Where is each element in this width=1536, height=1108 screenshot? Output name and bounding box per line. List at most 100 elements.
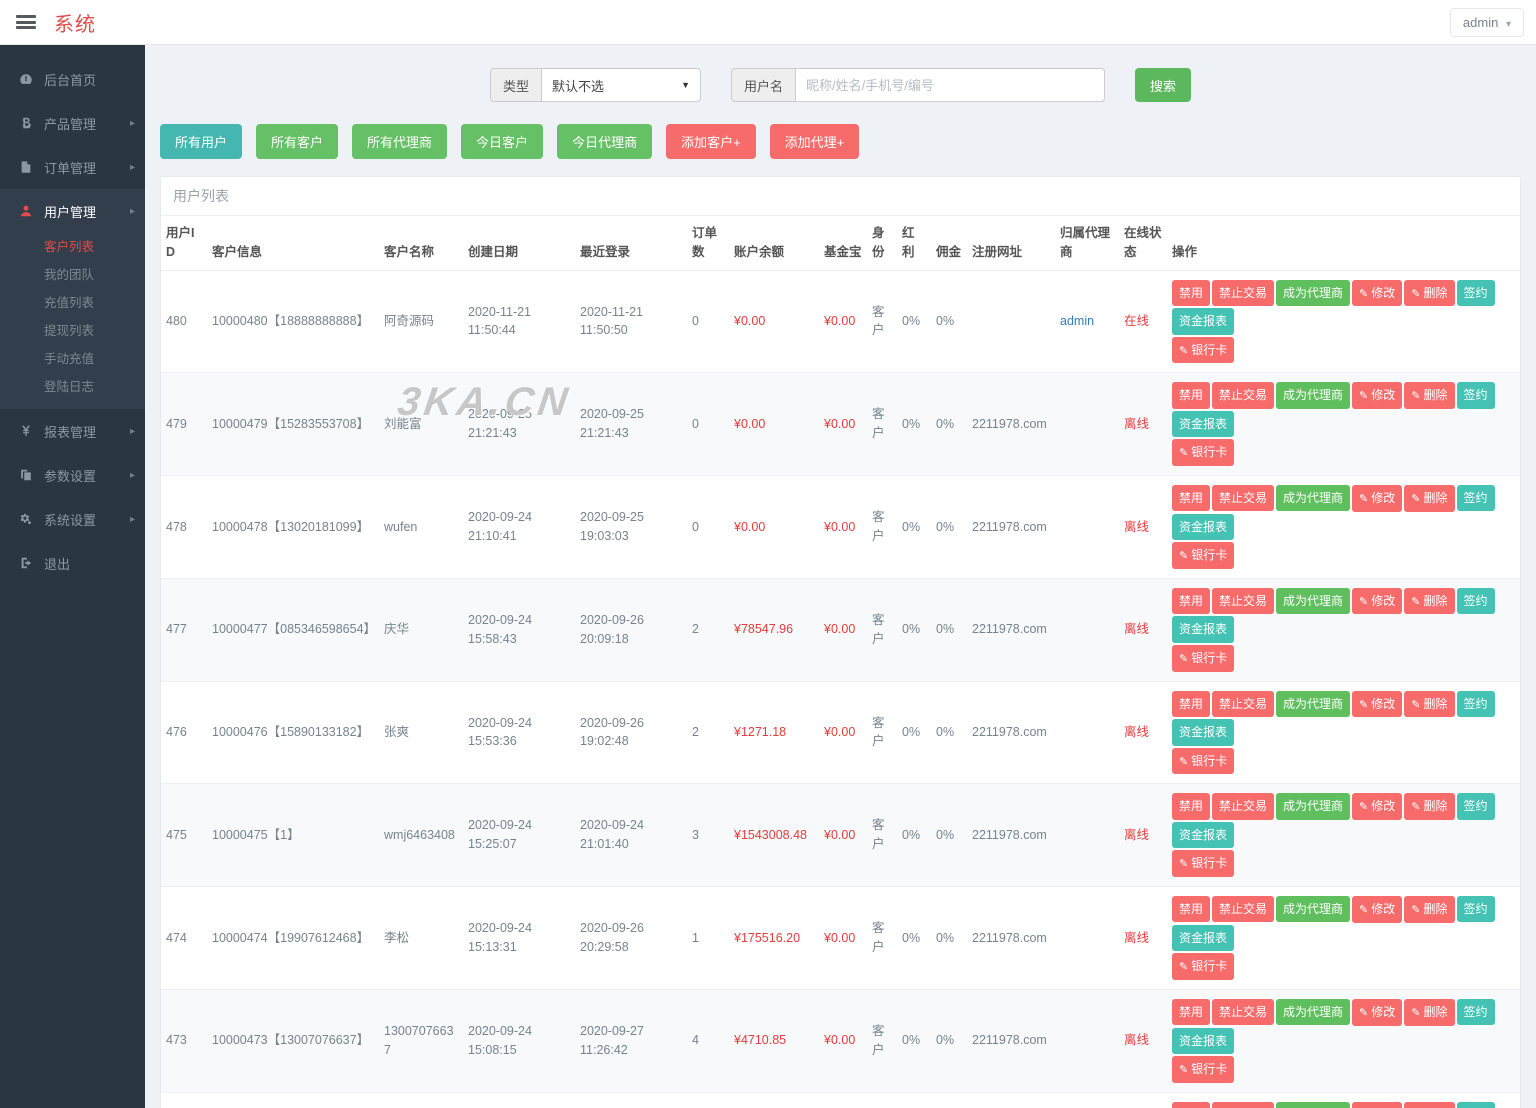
make-agent-button[interactable]: 成为代理商 [1276, 485, 1351, 512]
sidebar-item-orders[interactable]: 订单管理 ▸ [0, 145, 145, 189]
sidebar-item-logout[interactable]: 退出 [0, 541, 145, 585]
today-agents-button[interactable]: 今日代理商 [557, 124, 653, 159]
sidebar-item-system[interactable]: 系统设置 ▸ [0, 497, 145, 541]
edit-button[interactable]: ✎修改 [1352, 587, 1403, 615]
edit-button[interactable]: ✎修改 [1352, 382, 1403, 409]
add-agent-button[interactable]: 添加代理+ [769, 124, 860, 159]
user-dropdown[interactable]: admin ▾ [1449, 7, 1524, 37]
fund-report-button[interactable]: 资金报表 [1172, 513, 1235, 541]
sidebar-subitem[interactable]: 提现列表 [44, 324, 95, 338]
delete-button[interactable]: ✎删除 [1404, 587, 1455, 615]
all-agents-button[interactable]: 所有代理商 [352, 124, 448, 159]
search-button[interactable]: 搜索 [1135, 68, 1192, 102]
fund-report-button[interactable]: 资金报表 [1172, 924, 1235, 952]
sign-button[interactable]: 签约 [1456, 793, 1495, 820]
edit-button[interactable]: ✎修改 [1352, 485, 1403, 512]
delete-button[interactable]: ✎删除 [1404, 485, 1455, 512]
sidebar-item-reports[interactable]: 报表管理 ▸ [0, 409, 145, 453]
sidebar-item-params[interactable]: 参数设置 ▸ [0, 453, 145, 497]
forbid-trade-button[interactable]: 禁止交易 [1212, 793, 1275, 820]
sign-button[interactable]: 签约 [1456, 896, 1495, 923]
forbid-trade-button[interactable]: 禁止交易 [1212, 485, 1275, 512]
make-agent-button[interactable]: 成为代理商 [1276, 587, 1351, 615]
fund-report-button[interactable]: 资金报表 [1172, 719, 1235, 746]
sidebar-subitem[interactable]: 我的团队 [44, 268, 95, 282]
sign-button[interactable]: 签约 [1456, 382, 1495, 409]
edit-button[interactable]: ✎修改 [1352, 279, 1403, 307]
delete-button[interactable]: ✎删除 [1404, 896, 1455, 923]
sign-button[interactable]: 签约 [1456, 998, 1495, 1026]
bank-card-button[interactable]: ✎ 银行卡 [1172, 1055, 1235, 1083]
disable-button[interactable]: 禁用 [1172, 587, 1211, 615]
username-input[interactable] [795, 68, 1105, 102]
forbid-trade-button[interactable]: 禁止交易 [1212, 279, 1275, 306]
delete-button[interactable]: ✎删除 [1404, 1101, 1455, 1108]
edit-button[interactable]: ✎修改 [1352, 793, 1403, 821]
fund-report-button[interactable]: 资金报表 [1172, 410, 1235, 438]
make-agent-button[interactable]: 成为代理商 [1276, 998, 1351, 1026]
type-select[interactable]: 默认不选 ▼ [540, 68, 701, 102]
edit-button[interactable]: ✎修改 [1352, 690, 1403, 718]
disable-button[interactable]: 禁用 [1172, 485, 1211, 512]
delete-button[interactable]: ✎删除 [1404, 793, 1455, 821]
bank-card-button[interactable]: ✎ 银行卡 [1172, 644, 1235, 672]
cell-agent [1055, 887, 1119, 990]
bank-card-button[interactable]: ✎ 银行卡 [1172, 850, 1235, 878]
forbid-trade-button[interactable]: 禁止交易 [1212, 587, 1275, 615]
forbid-trade-button[interactable]: 禁止交易 [1212, 896, 1275, 923]
bank-card-button[interactable]: ✎ 银行卡 [1172, 542, 1235, 569]
cell-user-id: 476 [166, 725, 187, 740]
add-customer-button[interactable]: 添加客户+ [666, 124, 756, 159]
fund-report-button[interactable]: 资金报表 [1172, 822, 1235, 849]
delete-button[interactable]: ✎删除 [1404, 690, 1455, 718]
agent-link[interactable]: admin [1060, 314, 1095, 328]
make-agent-button[interactable]: 成为代理商 [1276, 1101, 1351, 1108]
fund-report-button[interactable]: 资金报表 [1172, 308, 1235, 335]
disable-button[interactable]: 禁用 [1172, 793, 1211, 820]
disable-button[interactable]: 禁用 [1172, 998, 1211, 1026]
sidebar-item-users[interactable]: 用户管理 ▸ [0, 189, 145, 233]
make-agent-button[interactable]: 成为代理商 [1276, 279, 1351, 306]
sidebar-item-products[interactable]: 产品管理 ▸ [0, 101, 145, 145]
today-customers-button[interactable]: 今日客户 [461, 124, 544, 159]
sign-button[interactable]: 签约 [1456, 279, 1495, 306]
disable-button[interactable]: 禁用 [1172, 382, 1211, 409]
disable-button[interactable]: 禁用 [1172, 896, 1211, 923]
disable-button[interactable]: 禁用 [1172, 279, 1211, 306]
bank-card-button[interactable]: ✎ 银行卡 [1172, 953, 1235, 980]
forbid-trade-button[interactable]: 禁止交易 [1212, 998, 1275, 1026]
disable-button[interactable]: 禁用 [1172, 690, 1211, 717]
sidebar-item-dashboard[interactable]: 后台首页 [0, 57, 145, 101]
make-agent-button[interactable]: 成为代理商 [1276, 382, 1351, 409]
make-agent-button[interactable]: 成为代理商 [1276, 896, 1351, 923]
bank-card-button[interactable]: ✎ 银行卡 [1172, 439, 1235, 467]
bank-card-button[interactable]: ✎ 银行卡 [1172, 747, 1235, 775]
edit-button[interactable]: ✎修改 [1352, 896, 1403, 923]
hamburger-menu-icon[interactable] [16, 15, 36, 29]
bank-card-button[interactable]: ✎ 银行卡 [1172, 336, 1235, 364]
edit-button[interactable]: ✎修改 [1352, 998, 1403, 1026]
sign-button[interactable]: 签约 [1456, 587, 1495, 615]
sign-button[interactable]: 签约 [1456, 1101, 1495, 1108]
sign-button[interactable]: 签约 [1456, 485, 1495, 512]
user-list-panel: 用户列表 用户ID 客户信息 客户名称 创建日期 最近登录 订单数 账户余额 基金宝 身份 红利佣… [160, 176, 1521, 1108]
sidebar-subitem[interactable]: 充值列表 [44, 296, 95, 310]
forbid-trade-button[interactable]: 禁止交易 [1212, 690, 1275, 717]
delete-button[interactable]: ✎删除 [1404, 279, 1455, 307]
make-agent-button[interactable]: 成为代理商 [1276, 690, 1351, 717]
all-users-button[interactable]: 所有用户 [160, 124, 243, 159]
disable-button[interactable]: 禁用 [1172, 1101, 1211, 1108]
sidebar-subitem[interactable]: 客户列表 [44, 240, 95, 254]
forbid-trade-button[interactable]: 禁止交易 [1212, 382, 1275, 409]
sidebar-subitem[interactable]: 登陆日志 [44, 380, 95, 394]
fund-report-button[interactable]: 资金报表 [1172, 616, 1235, 643]
sidebar-subitem[interactable]: 手动充值 [44, 352, 95, 366]
fund-report-button[interactable]: 资金报表 [1172, 1027, 1235, 1054]
all-customers-button[interactable]: 所有客户 [256, 124, 339, 159]
edit-button[interactable]: ✎修改 [1352, 1101, 1403, 1108]
forbid-trade-button[interactable]: 禁止交易 [1212, 1101, 1275, 1108]
delete-button[interactable]: ✎删除 [1404, 382, 1455, 409]
sign-button[interactable]: 签约 [1456, 690, 1495, 717]
make-agent-button[interactable]: 成为代理商 [1276, 793, 1351, 820]
delete-button[interactable]: ✎删除 [1404, 998, 1455, 1026]
